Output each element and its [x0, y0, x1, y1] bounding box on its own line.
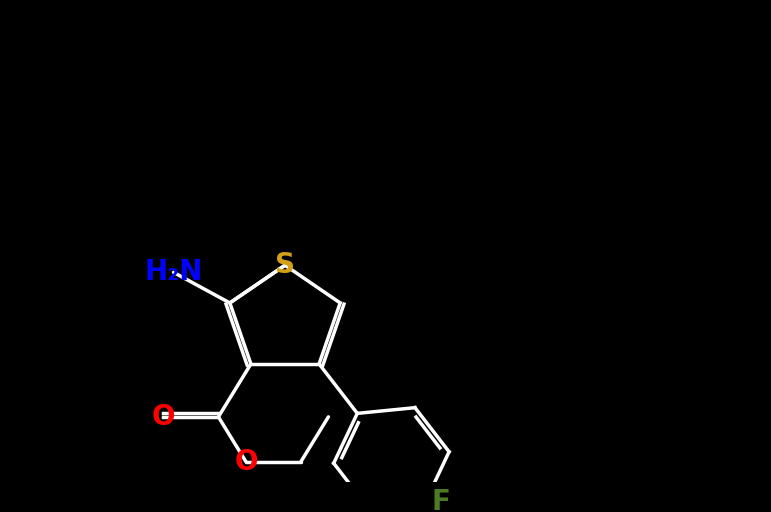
Text: H₂N: H₂N	[144, 259, 203, 286]
Text: O: O	[234, 447, 258, 476]
Text: F: F	[431, 487, 450, 512]
Text: S: S	[275, 251, 295, 279]
Text: O: O	[152, 403, 175, 431]
